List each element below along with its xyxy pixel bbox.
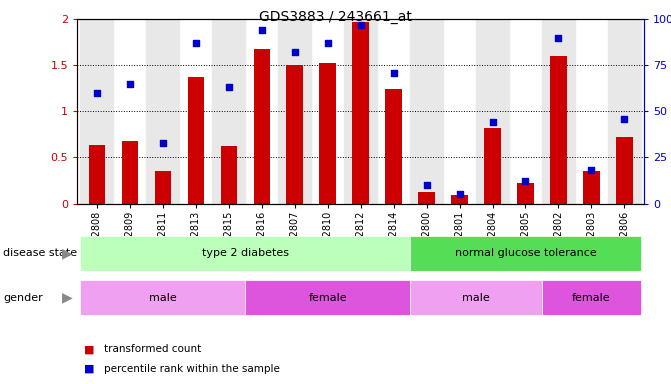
Text: GDS3883 / 243661_at: GDS3883 / 243661_at — [259, 10, 412, 23]
Bar — [188, 77, 204, 204]
Point — [356, 22, 366, 28]
Bar — [410, 280, 542, 315]
Point — [586, 167, 597, 174]
Point — [454, 191, 465, 197]
Bar — [81, 19, 113, 204]
Point — [553, 35, 564, 41]
Bar — [254, 49, 270, 204]
Bar — [319, 63, 336, 204]
Text: type 2 diabetes: type 2 diabetes — [202, 248, 289, 258]
Bar — [542, 280, 641, 315]
Text: male: male — [462, 293, 490, 303]
Bar — [517, 183, 533, 204]
Bar — [154, 171, 171, 204]
Bar — [583, 171, 600, 204]
Point — [487, 119, 498, 126]
Bar — [410, 19, 443, 204]
Point — [256, 27, 267, 33]
Bar — [221, 146, 237, 204]
Text: transformed count: transformed count — [104, 344, 201, 354]
Text: male: male — [149, 293, 176, 303]
Bar — [616, 137, 633, 204]
Bar — [278, 19, 311, 204]
Point — [389, 70, 399, 76]
Point — [158, 140, 168, 146]
Point — [520, 178, 531, 184]
Text: ■: ■ — [84, 364, 95, 374]
Point — [223, 84, 234, 91]
Bar — [550, 56, 567, 204]
Point — [619, 116, 630, 122]
Point — [421, 182, 432, 188]
Text: female: female — [309, 293, 347, 303]
Bar — [385, 89, 402, 204]
Bar — [81, 280, 246, 315]
Point — [322, 40, 333, 46]
Bar — [418, 192, 435, 204]
Bar — [476, 19, 509, 204]
Text: disease state: disease state — [3, 248, 77, 258]
Point — [125, 81, 136, 87]
Point — [191, 40, 201, 46]
Bar — [212, 19, 246, 204]
Bar — [484, 128, 501, 204]
Bar — [121, 141, 138, 204]
Bar — [608, 19, 641, 204]
Text: ■: ■ — [84, 344, 95, 354]
Point — [289, 49, 300, 55]
Text: percentile rank within the sample: percentile rank within the sample — [104, 364, 280, 374]
Bar — [89, 146, 105, 204]
Text: ▶: ▶ — [62, 247, 72, 260]
Text: normal glucose tolerance: normal glucose tolerance — [455, 248, 597, 258]
Bar — [146, 19, 179, 204]
Bar — [344, 19, 377, 204]
Bar — [287, 65, 303, 204]
Text: female: female — [572, 293, 611, 303]
Text: ▶: ▶ — [62, 291, 72, 305]
Point — [91, 90, 102, 96]
Bar — [410, 236, 641, 271]
Bar — [542, 19, 575, 204]
Bar — [352, 22, 369, 204]
Bar — [452, 195, 468, 204]
Text: gender: gender — [3, 293, 43, 303]
Bar — [246, 280, 410, 315]
Bar — [81, 236, 410, 271]
